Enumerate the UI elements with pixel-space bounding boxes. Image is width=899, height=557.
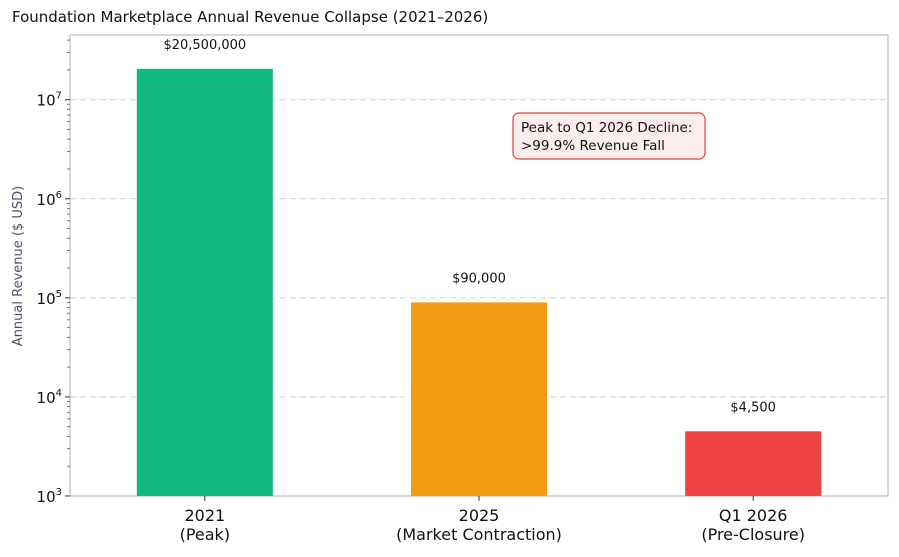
annotation-box [512, 112, 706, 160]
annotation-text: >99.9% Revenue Fall [521, 138, 665, 154]
x-tick-label: 2025 [459, 506, 500, 525]
chart-title: Foundation Marketplace Annual Revenue Co… [12, 8, 489, 26]
y-tick-label: 107 [37, 91, 62, 110]
x-tick-label: Q1 2026 [719, 506, 788, 525]
x-tick-label: (Peak) [180, 525, 230, 544]
x-tick-label: (Market Contraction) [396, 525, 562, 544]
y-axis-label: Annual Revenue ($ USD) [11, 186, 26, 346]
annotation-text: Peak to Q1 2026 Decline: [521, 120, 692, 136]
bar [685, 431, 822, 496]
y-tick-label: 103 [37, 487, 62, 506]
bar [411, 302, 547, 496]
y-tick-label: 104 [37, 388, 62, 407]
data-label: $4,500 [730, 400, 776, 415]
data-label: $90,000 [452, 271, 506, 286]
x-tick-label: 2021 [184, 506, 225, 525]
data-label: $20,500,000 [163, 38, 246, 53]
x-tick-label: (Pre-Closure) [701, 525, 805, 544]
bar [136, 68, 273, 496]
y-tick-label: 105 [37, 289, 62, 308]
y-tick-label: 106 [37, 190, 62, 209]
